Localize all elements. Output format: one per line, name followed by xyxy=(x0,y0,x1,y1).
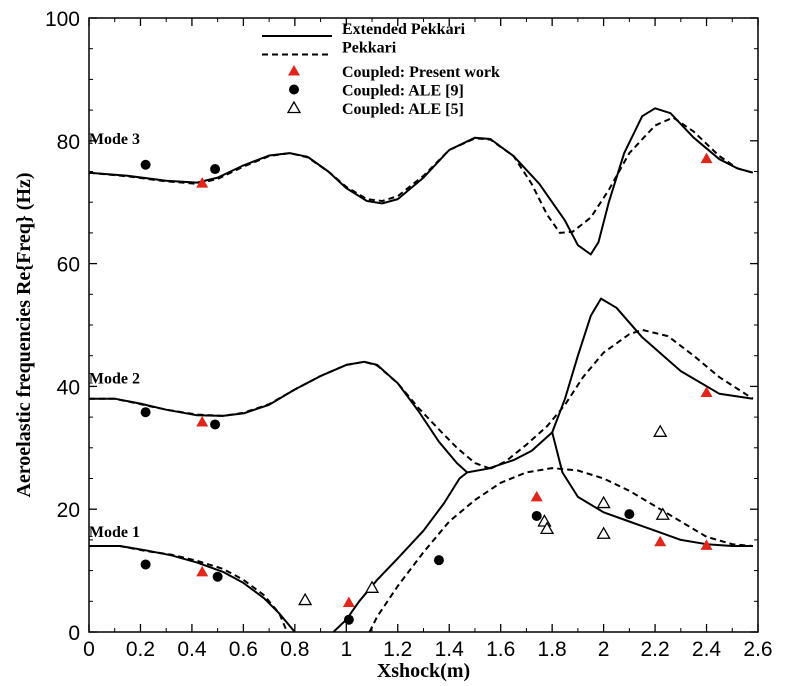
data-point-coupled-present-work-8 xyxy=(196,565,209,577)
x-axis-title: Xshock(m) xyxy=(377,660,470,682)
data-point-coupled-present-work-4 xyxy=(700,386,713,398)
x-tick-label: 0.4 xyxy=(177,638,207,661)
legend-label-coupled-present-work: Coupled: Present work xyxy=(342,64,500,81)
legend-label-coupled-ale-5: Coupled: ALE [5] xyxy=(342,101,464,118)
y-tick-label: 60 xyxy=(57,254,80,277)
x-tick-label: 1.8 xyxy=(538,638,567,661)
series-line-extended-pekkari-4 xyxy=(332,471,468,632)
axes: 0 0.2 0.4 0.6 0.8 1 1.2 1.4 1.6 1.8 2 2.2 2.4 2.6 0 20 4… xyxy=(13,8,773,682)
data-point-coupled-present-work-3 xyxy=(196,416,209,427)
data-point-coupled-ale-5-8 xyxy=(655,507,670,520)
data-point-coupled-ale-5-1 xyxy=(298,592,313,606)
data-point-coupled-ale-5-4 xyxy=(539,521,555,534)
y-tick-label: 40 xyxy=(57,376,80,399)
data-point-coupled-present-work-2 xyxy=(700,152,713,164)
legend: Extended Pekkari Pekkari Coupled: Present … xyxy=(262,21,500,118)
y-tick-label: 0 xyxy=(68,622,80,645)
y-tick-label: 80 xyxy=(57,131,80,154)
mode-label-2: Mode 2 xyxy=(89,370,140,387)
data-point-coupled-ale-9-6 xyxy=(212,571,223,582)
data-point-coupled-present-work-9 xyxy=(342,596,355,608)
data-point-coupled-ale-9-7 xyxy=(343,614,354,625)
data-point-coupled-present-work-7 xyxy=(700,539,713,550)
series-line-pekkari-4 xyxy=(89,545,289,632)
data-point-coupled-ale-9-3 xyxy=(140,407,151,418)
x-tick-label: 1.2 xyxy=(383,638,412,661)
plot-area: Mode 3 Mode 2 Mode 1 xyxy=(89,107,754,632)
x-tick-label: 0.2 xyxy=(126,638,155,661)
series-line-extended-pekkari-5 xyxy=(551,432,753,547)
x-tick-label: 0.6 xyxy=(229,638,258,661)
x-tick-label: 2.4 xyxy=(692,638,722,661)
y-tick-label: 100 xyxy=(45,8,80,31)
x-tick-label: 0.8 xyxy=(280,638,309,661)
legend-label-coupled-ale-9: Coupled: ALE [9] xyxy=(342,83,464,100)
mode-label-1: Mode 3 xyxy=(89,131,140,148)
data-point-coupled-ale-5-6 xyxy=(596,526,611,539)
legend-marker-coupled-ale-5 xyxy=(286,100,302,114)
x-tick-label: 2 xyxy=(598,638,610,661)
y-axis-title: Aeroelastic frequencies Re{Freq} (Hz) xyxy=(13,172,35,497)
series-line-extended-pekkari-1 xyxy=(89,107,754,256)
data-point-coupled-ale-9-9 xyxy=(531,510,542,521)
data-point-coupled-ale-9-1 xyxy=(140,159,151,170)
legend-marker-coupled-present-work xyxy=(288,65,300,76)
data-point-coupled-ale-9-2 xyxy=(210,164,221,175)
x-tick-label: 0 xyxy=(83,638,95,661)
x-tick-label: 1.6 xyxy=(486,638,515,661)
data-point-coupled-ale-5-5 xyxy=(596,495,611,509)
series-line-pekkari-2 xyxy=(89,360,491,470)
x-tick-label: 2.6 xyxy=(743,638,772,661)
data-point-coupled-present-work-6 xyxy=(654,535,667,547)
series-line-pekkari-3 xyxy=(489,328,754,470)
x-tick-label: 1.4 xyxy=(435,638,465,661)
legend-label-pekkari: Pekkari xyxy=(342,40,397,57)
data-point-coupled-present-work-5 xyxy=(530,490,543,502)
series-line-pekkari-1 xyxy=(89,116,754,234)
x-tick-label: 1 xyxy=(340,638,352,661)
data-point-coupled-ale-9-4 xyxy=(210,419,221,430)
y-tick-label: 20 xyxy=(57,499,80,522)
data-point-coupled-ale-9-5 xyxy=(140,559,151,570)
data-point-coupled-ale-9-8 xyxy=(433,555,444,566)
data-point-coupled-ale-9-10 xyxy=(624,509,635,520)
mode-label-3: Mode 1 xyxy=(89,524,140,541)
legend-label-extended-pekkari: Extended Pekkari xyxy=(342,21,466,38)
series-line-pekkari-5 xyxy=(368,467,753,632)
x-tick-label: 2.2 xyxy=(640,638,669,661)
series-line-extended-pekkari-2 xyxy=(89,297,754,474)
data-point-coupled-ale-5-2 xyxy=(364,580,380,593)
data-point-coupled-present-work-1 xyxy=(196,177,209,188)
data-point-coupled-ale-5-7 xyxy=(653,424,668,437)
legend-marker-coupled-ale-9 xyxy=(289,84,299,95)
